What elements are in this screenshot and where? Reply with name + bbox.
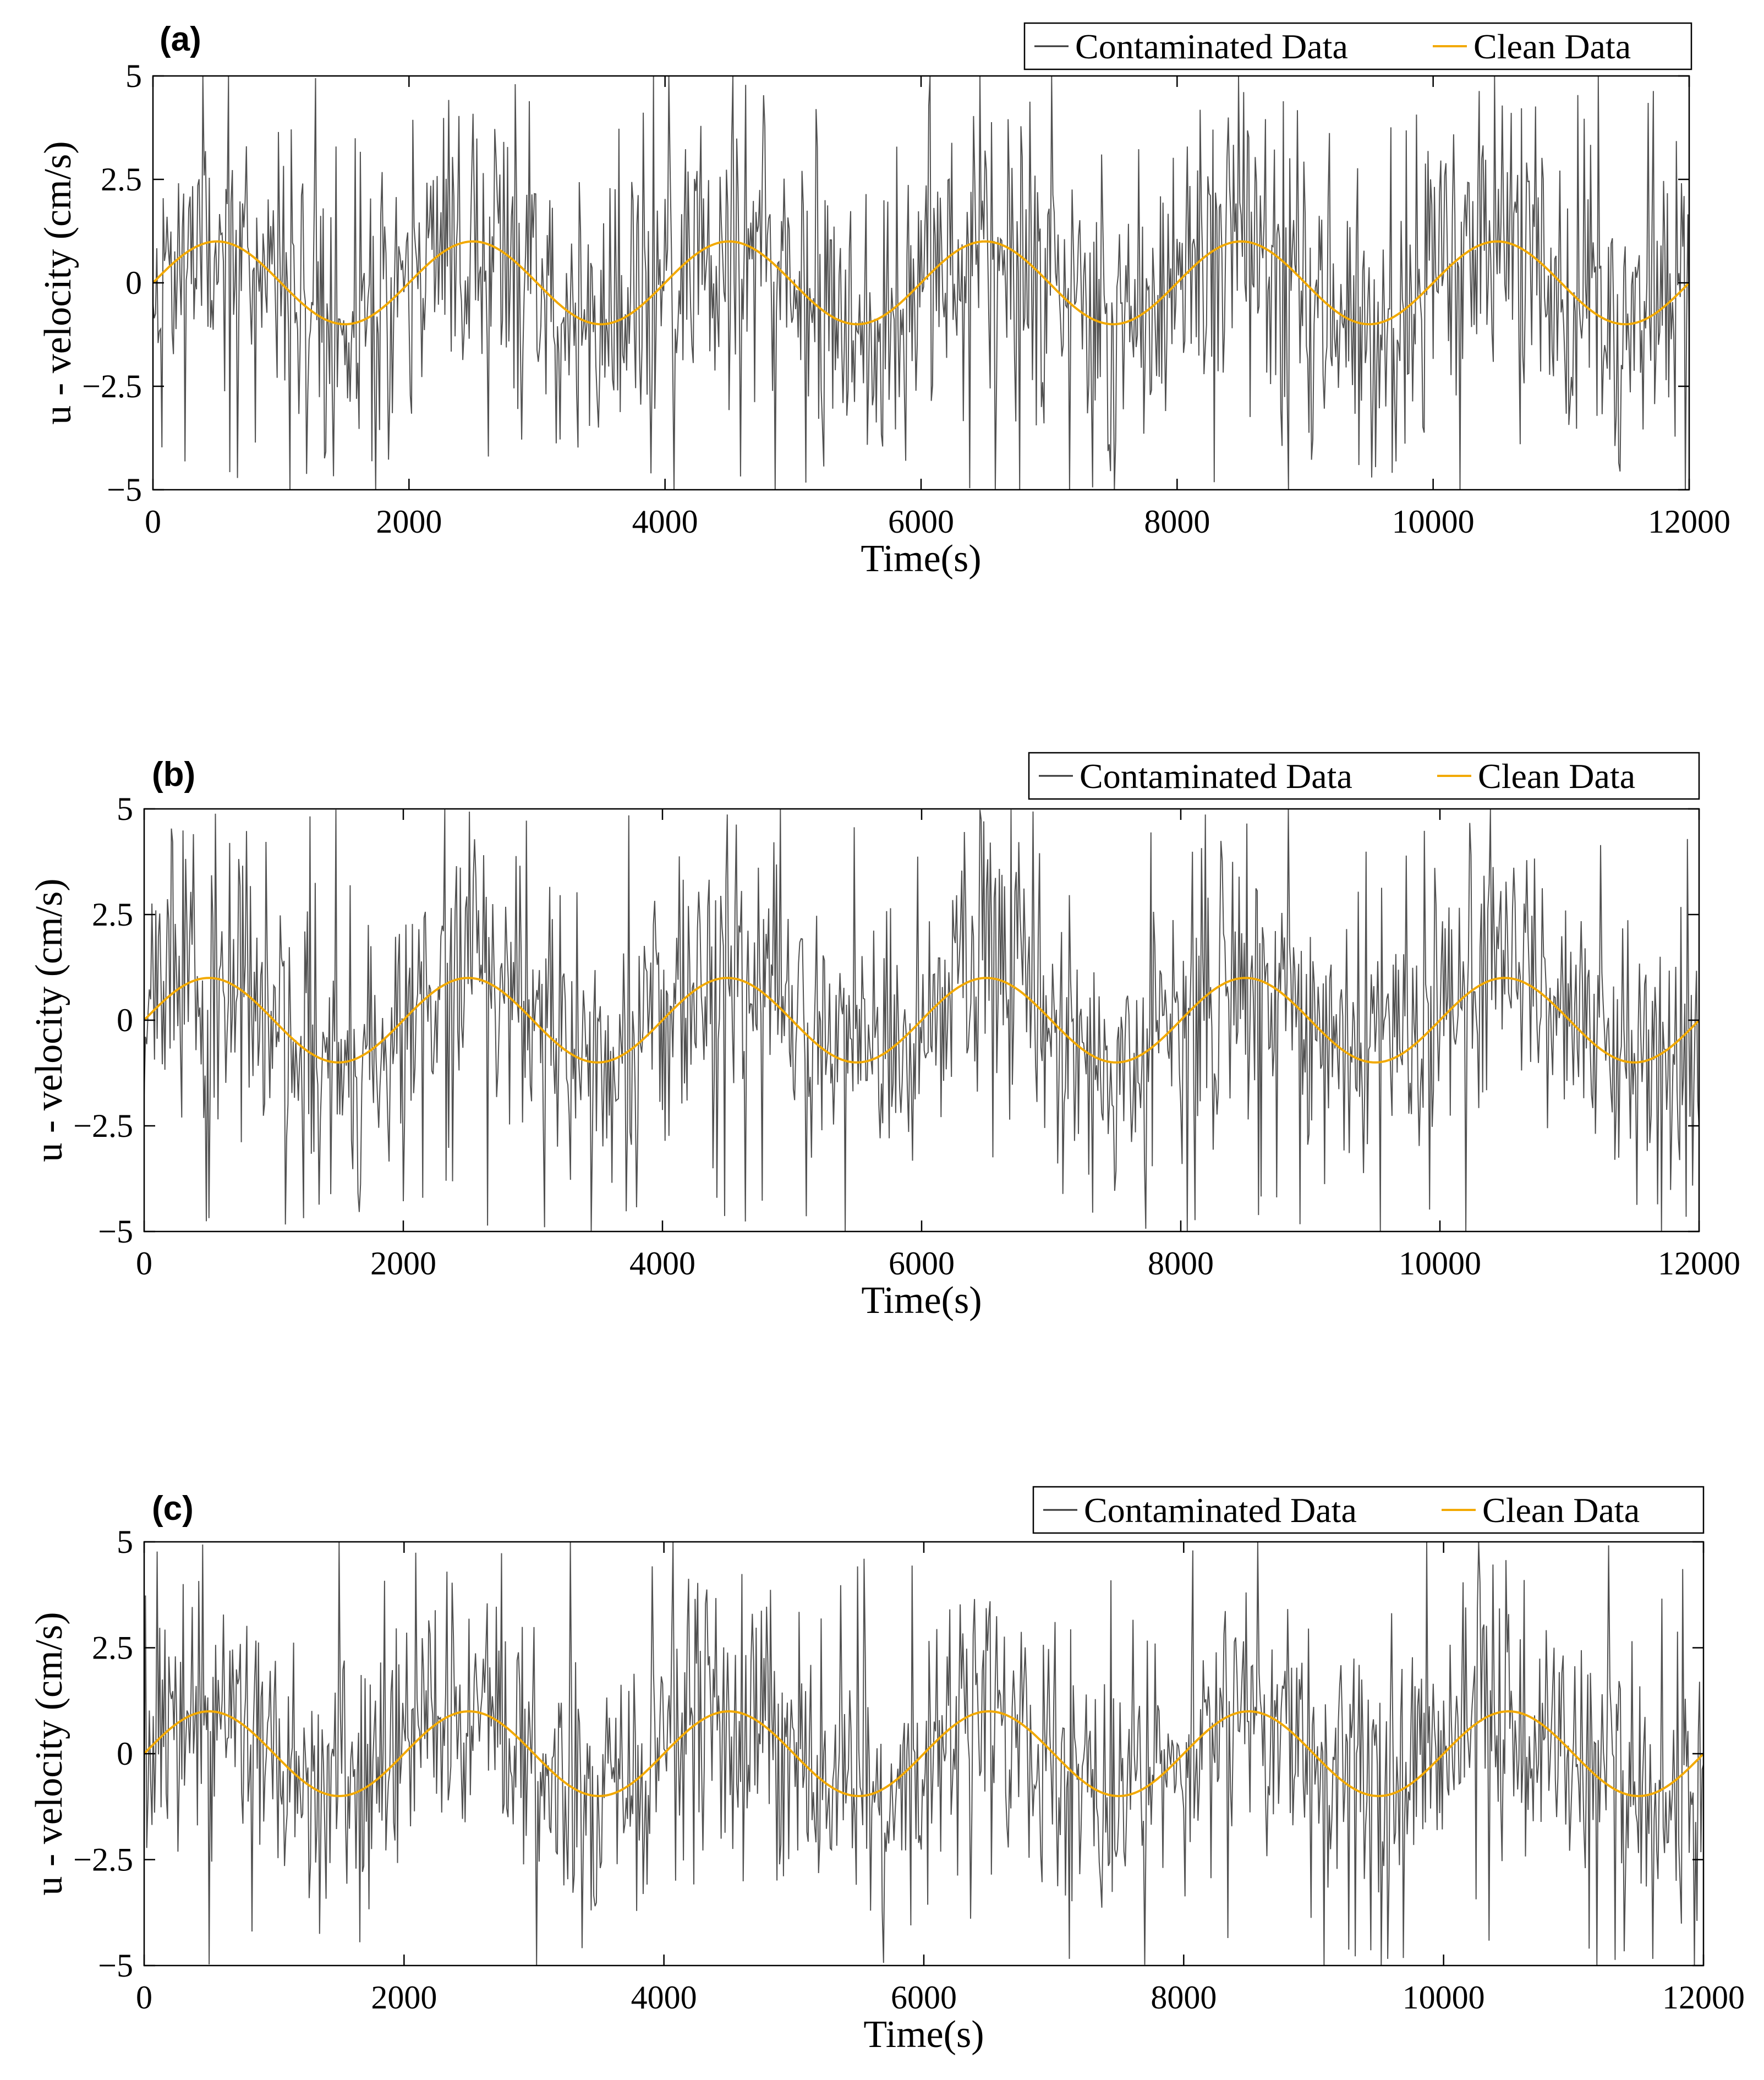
- legend: Contaminated Data Clean Data: [1028, 752, 1700, 800]
- x-tick-label: 8000: [1144, 503, 1210, 540]
- legend-box: [1023, 22, 1692, 70]
- panel-label: (b): [152, 756, 195, 793]
- y-tick-label: 0: [117, 1736, 133, 1772]
- x-tick-label: 12000: [1658, 1245, 1740, 1282]
- x-axis-label: Time(s): [861, 1279, 982, 1322]
- x-tick-label: 6000: [888, 503, 954, 540]
- x-tick-label: 10000: [1403, 1979, 1485, 2016]
- chart-panel-2: 0 2000 4000 6000 8000 10000 12000 5 2.5 0 −2.5 −5 Ti…: [28, 752, 1740, 1322]
- y-tick-label: 2.5: [92, 896, 133, 933]
- y-tick-label: −5: [98, 1213, 133, 1250]
- series-clean-data: [144, 1710, 1703, 1798]
- x-tick-label: 2000: [370, 1245, 436, 1282]
- y-tick-label: −2.5: [73, 1842, 133, 1878]
- series-contaminated-data: [144, 1542, 1703, 1966]
- y-axis-label: u - velocity (cm/s): [37, 141, 79, 424]
- panel-label: (a): [160, 20, 201, 58]
- x-tick-label: 10000: [1399, 1245, 1481, 1282]
- y-tick-label: 5: [117, 791, 133, 827]
- series-contaminated-data: [144, 809, 1699, 1231]
- x-tick-label: 6000: [891, 1979, 957, 2016]
- x-tick-label: 12000: [1648, 503, 1730, 540]
- x-tick-label: 12000: [1662, 1979, 1745, 2016]
- series-clean-data: [153, 240, 1689, 326]
- series-contaminated-data: [153, 76, 1689, 490]
- legend: Contaminated Data Clean Data: [1032, 1486, 1705, 1534]
- y-tick-label: 5: [125, 58, 142, 94]
- x-tick-label: 0: [136, 1245, 152, 1282]
- x-tick-label: 2000: [371, 1979, 437, 2016]
- legend-label-contaminated: Contaminated Data: [1084, 1491, 1357, 1530]
- x-tick-label: 0: [136, 1979, 152, 2016]
- chart-panel-1: 0 2000 4000 6000 8000 10000 12000 5 2.5 0 −2.5 −5 Ti…: [37, 20, 1730, 580]
- legend-label-clean: Clean Data: [1482, 1491, 1640, 1530]
- legend-box: [1032, 1486, 1705, 1534]
- y-tick-label: 2.5: [92, 1630, 133, 1666]
- legend: Contaminated Data Clean Data: [1023, 22, 1692, 70]
- legend-label-contaminated: Contaminated Data: [1080, 757, 1352, 796]
- y-tick-label: −5: [107, 472, 142, 508]
- y-tick-label: −2.5: [82, 368, 142, 404]
- x-tick-label: 4000: [629, 1245, 695, 1282]
- chart-panel-3: 0 2000 4000 6000 8000 10000 12000 5 2.5 0 −2.5 −5 Ti…: [28, 1486, 1745, 2056]
- y-tick-label: 2.5: [101, 161, 142, 198]
- x-tick-label: 8000: [1151, 1979, 1217, 2016]
- y-axis-label: u - velocity (cm/s): [28, 878, 70, 1162]
- x-tick-label: 10000: [1392, 503, 1475, 540]
- x-tick-label: 4000: [632, 503, 698, 540]
- legend-label-clean: Clean Data: [1473, 27, 1631, 66]
- series-clean-data: [144, 977, 1699, 1064]
- x-tick-label: 8000: [1148, 1245, 1214, 1282]
- y-tick-label: 0: [125, 265, 142, 301]
- panel-label: (c): [152, 1490, 194, 1528]
- y-tick-label: 5: [117, 1524, 133, 1560]
- y-tick-label: 0: [117, 1002, 133, 1038]
- x-tick-label: 0: [145, 503, 161, 540]
- x-tick-label: 6000: [889, 1245, 955, 1282]
- x-axis-label: Time(s): [863, 2013, 984, 2056]
- legend-label-contaminated: Contaminated Data: [1075, 27, 1348, 66]
- y-tick-label: −5: [98, 1947, 133, 1984]
- x-tick-label: 4000: [631, 1979, 697, 2016]
- legend-box: [1028, 752, 1700, 800]
- x-tick-label: 2000: [376, 503, 442, 540]
- y-axis-label: u - velocity (cm/s): [28, 1612, 70, 1895]
- legend-label-clean: Clean Data: [1478, 757, 1635, 796]
- x-axis-label: Time(s): [861, 538, 981, 580]
- y-tick-label: −2.5: [73, 1108, 133, 1144]
